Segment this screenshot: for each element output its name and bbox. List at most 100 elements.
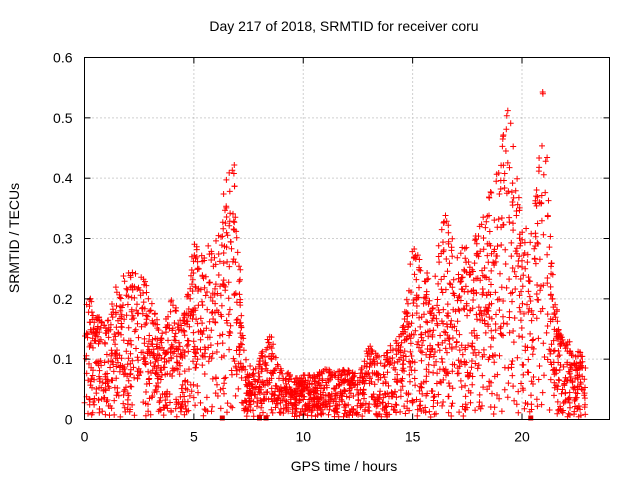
data-point [131,412,138,419]
data-point [506,314,513,321]
data-point [402,410,409,417]
data-point [408,320,415,327]
data-point [222,220,229,227]
data-point [387,355,393,362]
data-point [439,359,446,366]
data-point [500,298,507,304]
data-point [450,306,457,313]
data-point [171,366,178,373]
data-point [121,404,128,411]
data-point [303,385,310,391]
data-point [440,239,446,246]
data-point [508,361,515,368]
data-point [194,258,201,265]
data-point [230,256,237,263]
data-point [102,386,108,393]
data-point [488,281,494,288]
data-point [431,393,438,400]
data-point [445,336,452,342]
data-point [445,222,452,229]
data-point [187,381,194,388]
data-point [544,311,551,318]
data-point [382,411,389,418]
data-point [187,312,194,319]
data-point [88,298,95,305]
data-point [513,273,519,280]
data-point [278,387,285,394]
data-point [167,354,174,361]
data-point [111,351,118,357]
data-point [474,316,480,323]
data-point [483,311,490,318]
data-point [208,257,215,263]
data-point [480,246,487,253]
data-point [502,246,509,253]
data-point [94,314,101,321]
data-point [521,310,527,317]
data-point [314,382,321,389]
data-point [220,225,227,232]
data-point [156,399,163,406]
data-point [311,404,318,411]
data-point [259,366,266,373]
data-point [111,397,118,404]
data-point [124,286,131,293]
data-point [204,306,211,313]
data-point [434,400,441,406]
data-point [320,368,327,374]
x-tick-label: 0 [81,429,89,445]
data-point [481,265,488,271]
data-point [156,344,163,351]
data-point [231,162,238,168]
data-point [529,337,536,344]
data-point [98,319,105,326]
data-point [489,390,495,397]
data-point [208,327,215,334]
data-point [430,305,436,311]
data-point [98,396,105,402]
x-axis-label: GPS time / hours [291,458,398,474]
data-point [503,126,510,133]
data-point [413,310,420,317]
data-point [518,380,524,387]
y-tick-label: 0.3 [53,231,73,247]
data-point [374,352,381,359]
data-point [413,276,420,283]
data-point [153,365,160,372]
data-point [426,408,433,415]
data-point [143,316,150,323]
data-point [490,335,497,342]
data-point [96,338,103,345]
data-point [97,324,104,331]
data-point [360,375,367,382]
data-point [567,404,573,411]
data-point [295,377,302,384]
data-point [368,378,375,385]
data-point [116,352,123,359]
data-point [491,217,498,224]
data-point [416,264,423,271]
data-point [527,239,534,246]
data-point [470,277,477,284]
data-point [154,341,161,348]
data-point [418,334,425,341]
data-point [491,359,498,366]
data-point [430,397,437,404]
data-point [521,250,528,256]
data-point [184,337,191,344]
data-point [346,381,353,388]
data-point [208,310,215,316]
data-point [366,401,373,407]
data-point [377,374,384,381]
data-point [495,216,502,223]
data-point [509,372,516,379]
data-point [532,233,539,240]
data-point [476,403,482,410]
data-point [351,372,358,379]
data-point [462,393,469,400]
data-point [555,332,562,339]
data-point [502,261,509,267]
data-point [392,337,399,344]
data-point [339,379,346,386]
data-point [408,367,415,374]
